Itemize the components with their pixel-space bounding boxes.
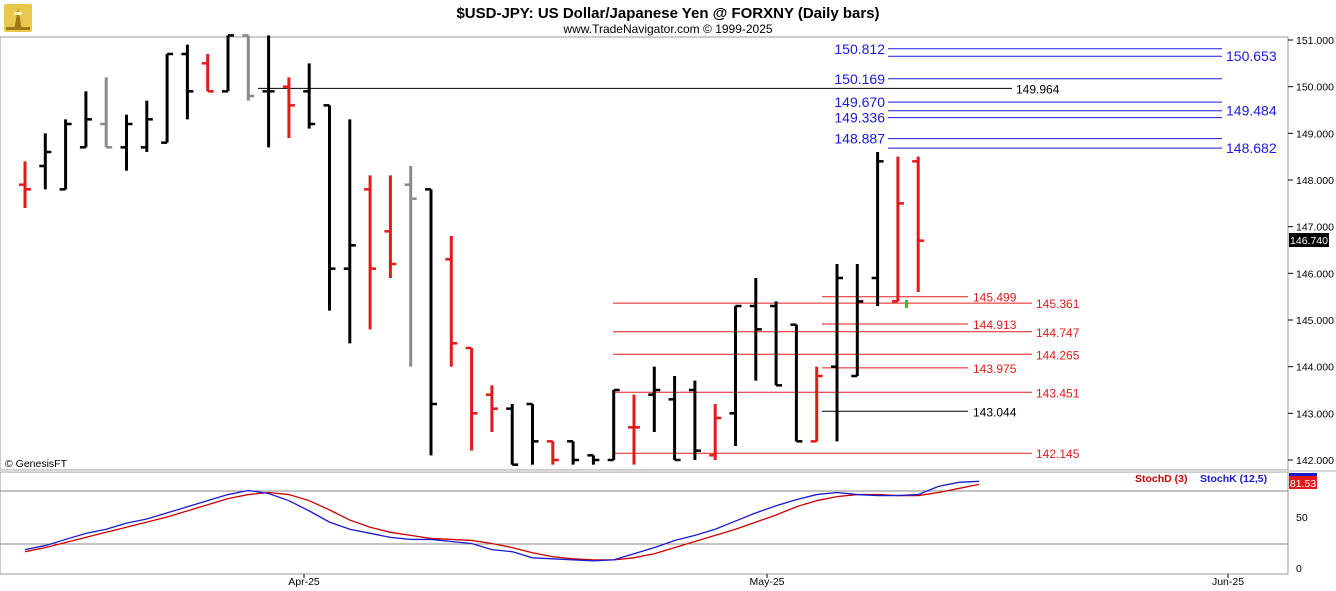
level-label: 143.044 [973, 405, 1017, 419]
ohlc-bar [39, 133, 52, 190]
ohlc-bar [120, 114, 133, 171]
header: $USD-JPY: US Dollar/Japanese Yen @ FORXN… [4, 4, 880, 36]
watermark: © GenesisFT [5, 458, 68, 470]
price-tick-label: 146.000 [1296, 268, 1334, 280]
ohlc-bar [729, 304, 742, 446]
ohlc-bar [465, 346, 478, 451]
level-label: 144.747 [1036, 326, 1080, 340]
signal-marker [905, 300, 908, 308]
level-label: 144.913 [973, 318, 1017, 332]
ohlc-bar [445, 236, 458, 367]
last-price-label: 146.740 [1290, 235, 1328, 247]
price-tick-label: 147.000 [1296, 222, 1334, 234]
ohlc-bar [607, 388, 620, 462]
ohlc-bar [140, 100, 153, 152]
level-label: 143.975 [973, 362, 1017, 376]
price-bars [19, 34, 925, 466]
ohlc-bar [282, 77, 295, 138]
level-label: 149.964 [1016, 82, 1060, 96]
price-tick-label: 148.000 [1296, 175, 1334, 187]
ohlc-bar [851, 264, 864, 378]
ohlc-bar [485, 385, 498, 432]
ohlc-bar [526, 402, 539, 465]
ohlc-bar [404, 166, 417, 367]
ohlc-bar [891, 156, 904, 303]
ohlc-bar [648, 366, 661, 432]
price-axis: 151.000 150.000 149.000 148.000 147.000 146.0… [1288, 35, 1334, 467]
price-tick-label: 144.000 [1296, 362, 1334, 374]
ohlc-bar [587, 454, 600, 465]
ohlc-bar [871, 152, 884, 306]
ohlc-bar [567, 440, 580, 465]
ohlc-bar [628, 394, 640, 465]
level-label: 150.169 [834, 71, 885, 87]
ohlc-bar [59, 119, 72, 191]
ohlc-bar [831, 264, 843, 442]
stoch-panel-frame [0, 471, 1289, 575]
ohlc-bar [303, 63, 316, 129]
level-label: 144.265 [1036, 348, 1080, 362]
price-tick-label: 145.000 [1296, 315, 1334, 327]
stochk-line [24, 480, 980, 562]
chart-title: $USD-JPY: US Dollar/Japanese Yen @ FORXN… [456, 5, 879, 22]
ohlc-bar [181, 44, 194, 120]
level-label: 150.653 [1226, 48, 1277, 64]
price-tick-label: 151.000 [1296, 35, 1334, 47]
ohlc-bar [668, 376, 681, 462]
level-label: 148.887 [834, 131, 885, 147]
stochd-line [24, 483, 980, 561]
ohlc-bar [810, 366, 823, 443]
level-label: 143.451 [1036, 386, 1080, 400]
price-tick-label: 150.000 [1296, 82, 1334, 94]
ohlc-bar [201, 54, 214, 93]
price-tick-label: 149.000 [1296, 128, 1334, 140]
level-label: 145.361 [1036, 297, 1080, 311]
level-label: 142.145 [1036, 447, 1080, 461]
stoch-tick-0: 0 [1296, 563, 1302, 575]
ohlc-bar [425, 188, 437, 456]
stoch-last-value: 81.53 [1290, 478, 1316, 490]
ohlc-bar [790, 323, 803, 443]
lighthouse-logo-icon [4, 4, 32, 32]
legend-stochd: StochD (3) [1135, 473, 1188, 485]
ohlc-bar [912, 156, 925, 292]
level-label: 149.484 [1226, 103, 1277, 119]
level-label: 148.682 [1226, 140, 1277, 156]
ohlc-bar [364, 175, 377, 330]
ohlc-bar [770, 301, 783, 387]
last-price-badge: 146.740 [1289, 233, 1329, 247]
ohlc-bar [688, 380, 701, 460]
chart-subtitle: www.TradeNavigator.com © 1999-2025 [562, 22, 772, 36]
level-label: 149.670 [834, 94, 885, 110]
level-label: 149.336 [834, 110, 885, 126]
price-tick-label: 142.000 [1296, 455, 1334, 467]
x-axis: Apr-25 May-25 Jun-25 [288, 574, 1244, 588]
ohlc-bar [79, 91, 92, 149]
level-label: 145.499 [973, 291, 1017, 305]
level-label: 150.812 [834, 41, 885, 57]
ohlc-bar [161, 52, 174, 144]
stoch-last-badge: 81.53 [1289, 473, 1317, 490]
x-label-jun: Jun-25 [1212, 576, 1244, 588]
ohlc-bar [343, 119, 356, 344]
ohlc-bar [100, 77, 113, 149]
ohlc-bar [242, 34, 255, 101]
legend-stochk: StochK (12,5) [1200, 473, 1267, 485]
ohlc-bar [222, 34, 234, 93]
ohlc-bar [384, 175, 397, 278]
ohlc-bar [506, 404, 519, 466]
ohlc-bar [749, 278, 762, 381]
stochastic-lines [24, 480, 980, 562]
ohlc-bar [546, 440, 559, 465]
ohlc-bar [323, 104, 336, 311]
x-label-apr: Apr-25 [288, 576, 320, 588]
level-lines: 150.812 150.653 150.169 149.964 149.670 149.4… [258, 41, 1277, 461]
ohlc-bar [262, 35, 275, 148]
ohlc-bar [709, 404, 722, 460]
ohlc-bar [19, 161, 31, 208]
x-label-may: May-25 [749, 576, 784, 588]
stoch-tick-50: 50 [1296, 512, 1308, 524]
price-tick-label: 143.000 [1296, 408, 1334, 420]
